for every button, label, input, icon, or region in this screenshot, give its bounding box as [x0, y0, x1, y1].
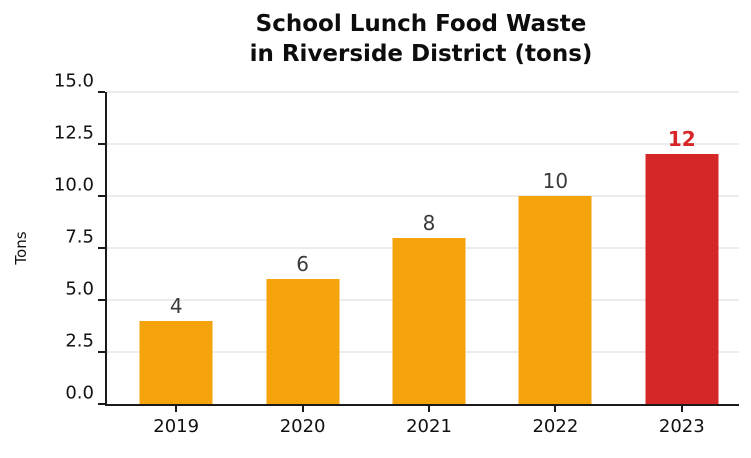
x-tick-label: 2020 — [279, 416, 326, 437]
y-tick-label: 7.5 — [65, 226, 94, 248]
y-tick-mark — [98, 351, 105, 353]
bar-2021: 8 — [392, 211, 466, 404]
x-tick-label: 2023 — [658, 416, 705, 437]
y-tick-mark — [98, 143, 105, 145]
x-tick-mark — [175, 406, 178, 412]
y-axis-label: Tons — [12, 231, 30, 265]
y-tick-mark — [98, 403, 105, 405]
bar-value-label: 10 — [542, 169, 569, 193]
x-tick-label: 2019 — [153, 416, 200, 437]
y-tick-label: 10.0 — [53, 174, 94, 196]
bar-value-label: 6 — [296, 252, 309, 277]
gridline — [107, 91, 739, 93]
plot-area: 0.0 2.5 5.0 7.5 10.0 12.5 15.0 4 6 8 10 12 2019 202… — [54, 71, 739, 437]
y-tick-label: 5.0 — [65, 278, 94, 300]
x-tick-mark — [554, 406, 557, 412]
y-tick-mark — [98, 299, 105, 301]
x-tick-mark — [428, 406, 430, 412]
bar-value-label: 12 — [667, 127, 696, 152]
chart-title: School Lunch Food Waste in Riverside Dis… — [249, 11, 593, 67]
bar-value-label: 8 — [422, 210, 436, 235]
gridline — [107, 143, 739, 145]
x-tick-label: 2022 — [532, 416, 579, 437]
y-tick-label: 0.0 — [65, 382, 94, 404]
y-tick-label: 2.5 — [65, 330, 94, 352]
y-tick-label: 15.0 — [53, 70, 94, 92]
x-tick-label: 2021 — [406, 416, 452, 437]
bar-2023: 12 — [645, 127, 719, 404]
bar-2020: 6 — [266, 252, 340, 404]
x-tick-mark — [301, 406, 304, 412]
y-tick-label: 12.5 — [53, 122, 94, 144]
bar-value-label: 4 — [169, 293, 183, 318]
y-tick-mark — [98, 195, 105, 197]
y-tick-mark — [98, 91, 105, 93]
bar-2022: 10 — [518, 169, 592, 404]
x-tick-mark — [680, 406, 683, 412]
bar-2019: 4 — [139, 294, 213, 404]
gridline — [107, 195, 739, 197]
y-tick-mark — [98, 247, 105, 249]
